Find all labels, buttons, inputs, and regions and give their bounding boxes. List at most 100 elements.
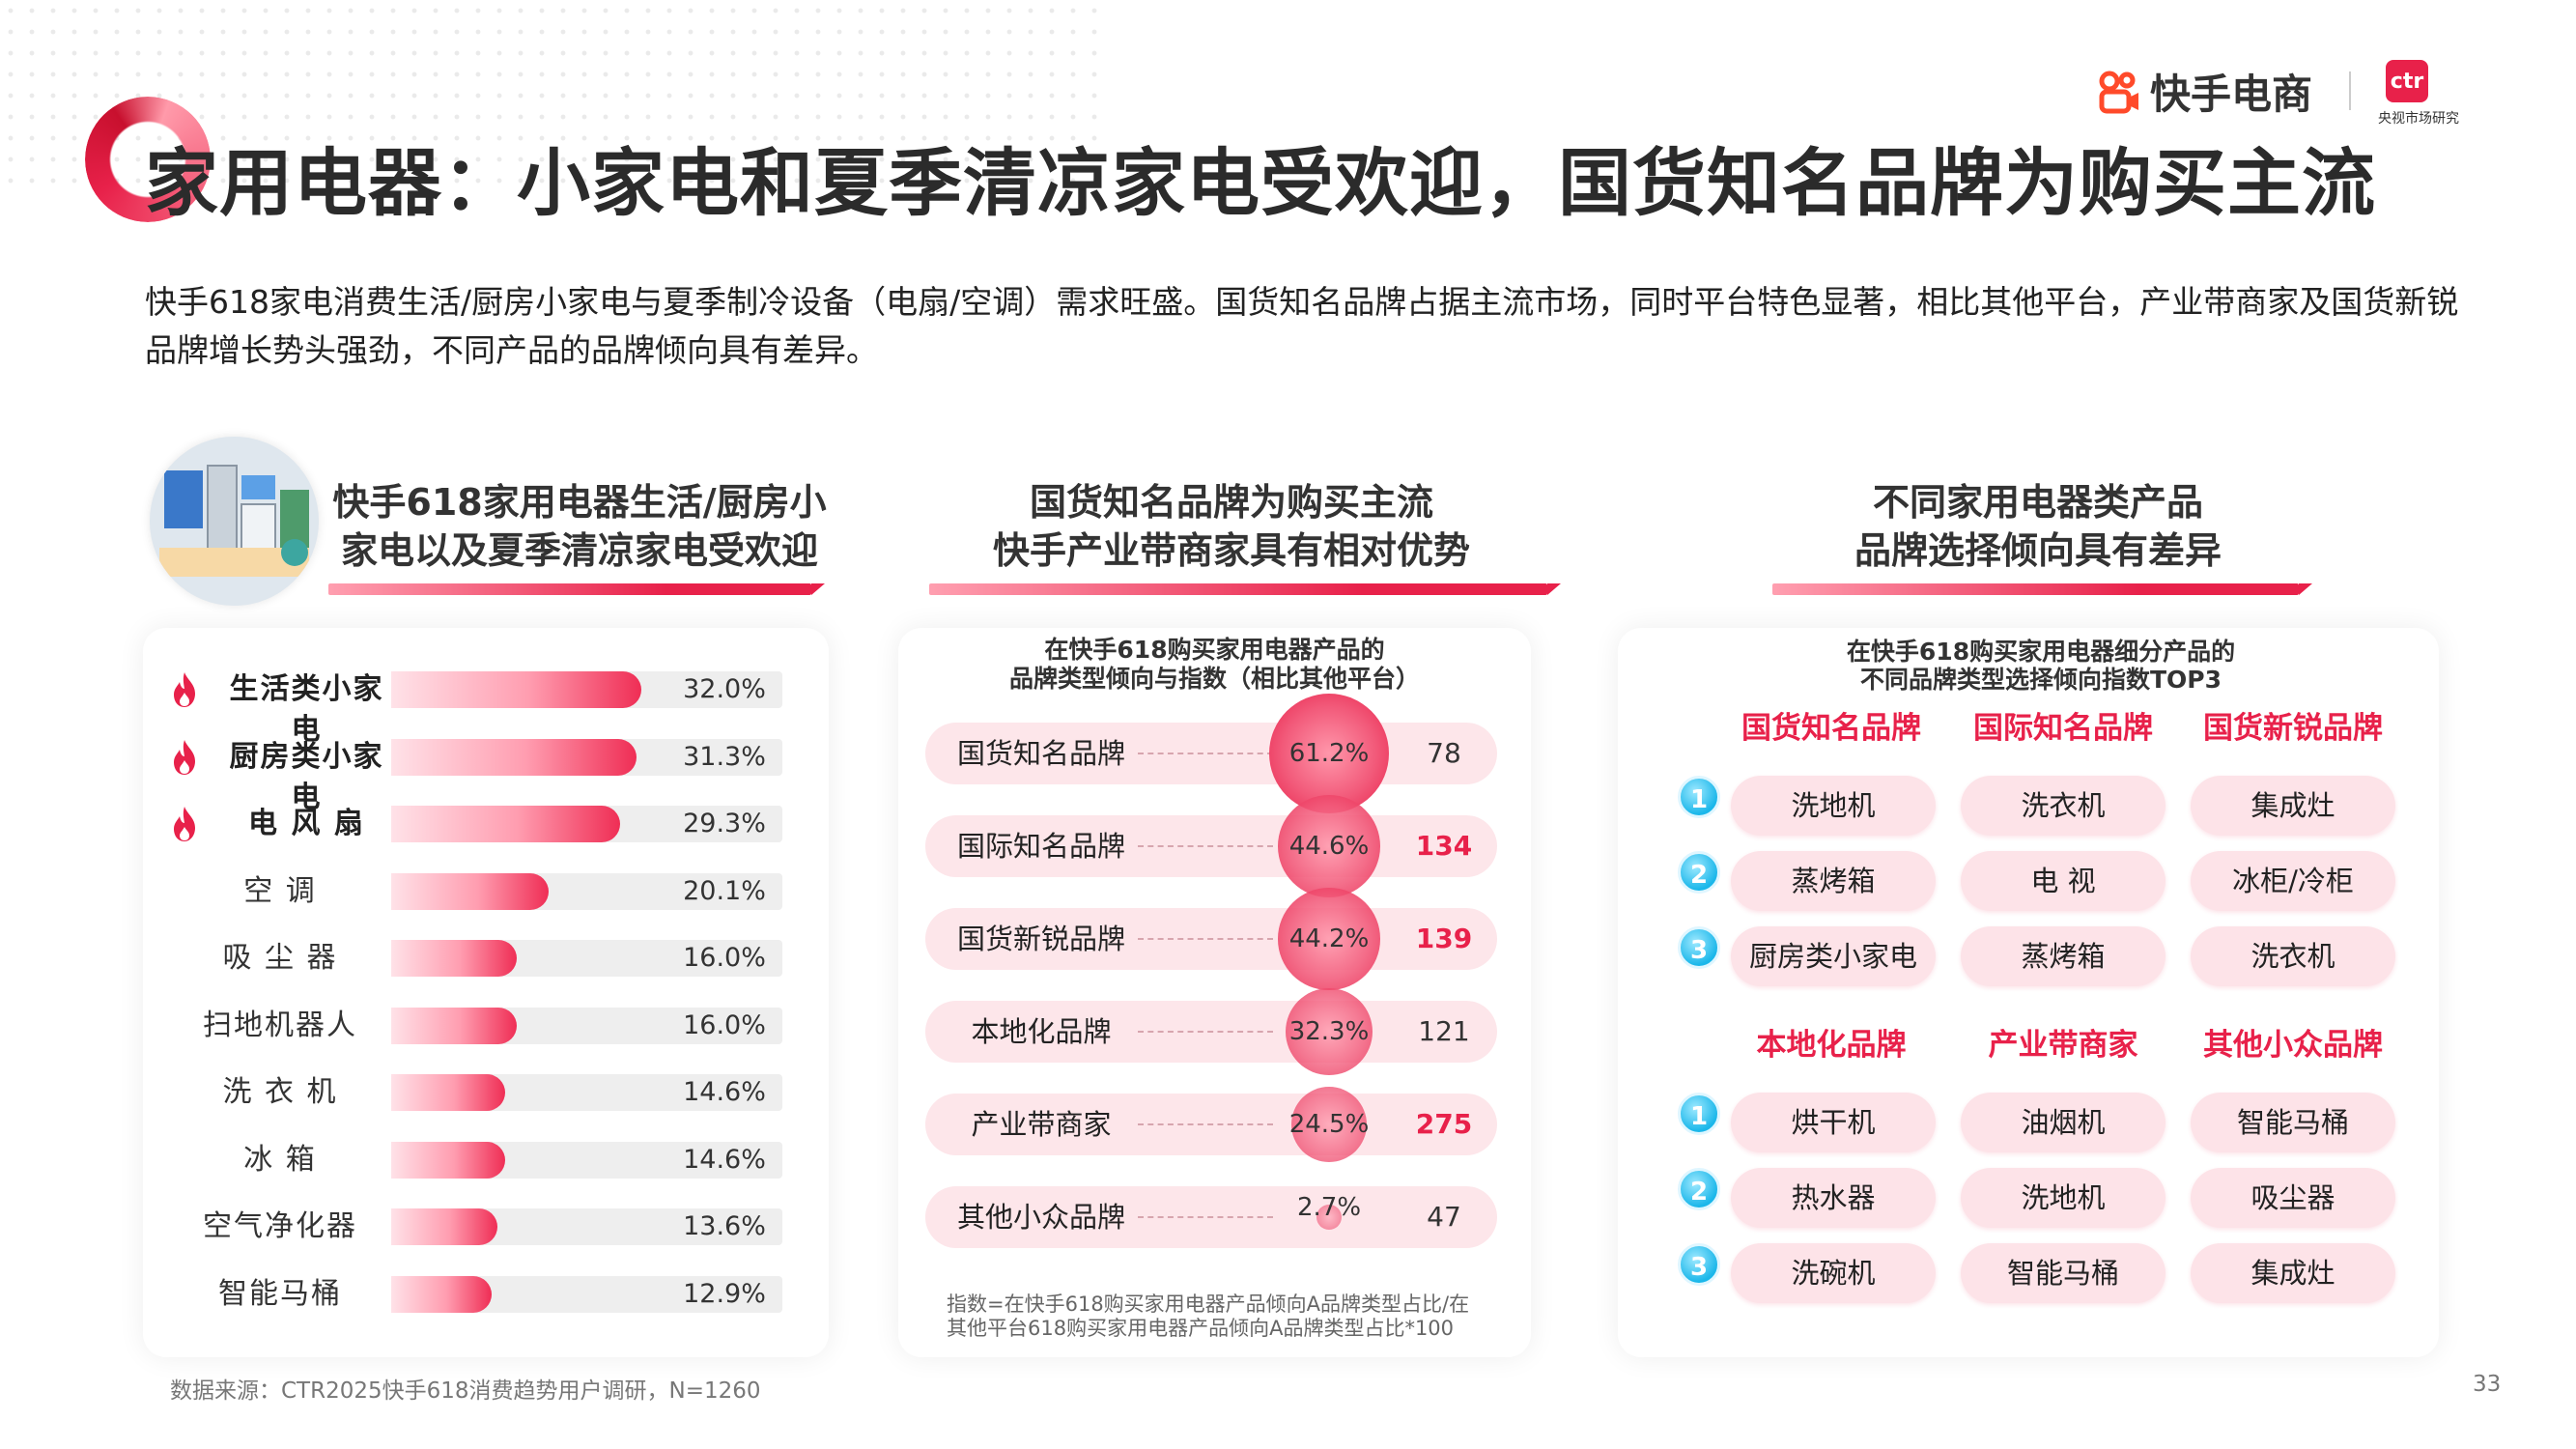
middle-caption: 在快手618购买家用电器产品的 品牌类型倾向与指数（相比其他平台） [898, 636, 1531, 694]
group2-cell: 热水器 [1731, 1168, 1936, 1228]
bar [391, 872, 549, 910]
bar-label: 智能马桶 [218, 1276, 342, 1311]
index-value-label: 78 [1427, 737, 1461, 769]
index-footnote: 指数=在快手618购买家用电器产品倾向A品牌类型占比/在其他平台618购买家用电… [947, 1293, 1470, 1340]
middle-heading: 国货知名品牌为购买主流 快手产业带商家具有相对优势 [898, 478, 1565, 575]
bar-value-label: 14.6% [683, 1077, 766, 1107]
bar-value-label: 29.3% [683, 809, 766, 838]
group1-cell: 电 视 [1961, 851, 2166, 911]
bar-label: 厨房类小家电 [229, 739, 384, 814]
bar-value-label: 14.6% [683, 1144, 766, 1175]
right-caption-line1: 在快手618购买家用电器细分产品的 [1846, 638, 2236, 666]
bar-value-label: 16.0% [683, 1009, 766, 1040]
kuaishou-logo-icon [2099, 71, 2138, 113]
bar-value-label: 32.0% [683, 674, 766, 704]
bar-label: 生活类小家电 [229, 672, 384, 747]
group2-header-2: 产业带商家 [1988, 1028, 2138, 1063]
share-value-label: 32.3% [1288, 1017, 1370, 1046]
group1-cell: 厨房类小家电 [1731, 926, 1936, 986]
bar-label: 空气净化器 [203, 1209, 357, 1243]
bar-value-label: 13.6% [683, 1211, 766, 1241]
brand-label: 其他小众品牌 [956, 1201, 1125, 1234]
bar [391, 1275, 493, 1313]
logo-divider [2349, 71, 2351, 110]
brand-row: 其他小众品牌 [925, 1186, 1497, 1248]
left-heading-line2: 家电以及夏季清凉家电受欢迎 [340, 529, 818, 572]
brand-row: 本地化品牌 [925, 1001, 1497, 1063]
right-heading-underline [1772, 583, 2312, 595]
brand-label: 本地化品牌 [971, 1015, 1112, 1048]
bar-label: 洗 衣 机 [222, 1075, 338, 1109]
share-value-label: 44.2% [1288, 924, 1370, 953]
bar-row: 洗 衣 机 14.6% [169, 1072, 787, 1113]
bar-row: 生活类小家电 32.0% [169, 669, 787, 747]
bar-value-label: 31.3% [683, 741, 766, 772]
ctr-logo-subtitle: 央视市场研究 [2378, 111, 2459, 127]
right-caption-line2: 不同品牌类型选择倾向指数TOP3 [1859, 666, 2222, 694]
bar [391, 1141, 506, 1179]
group1-cell: 蒸烤箱 [1731, 851, 1936, 911]
brand-label: 国际知名品牌 [956, 830, 1125, 863]
index-value-label: 121 [1418, 1015, 1470, 1047]
group1-header-3: 国货新锐品牌 [2203, 711, 2383, 746]
brand-label: 国货新锐品牌 [956, 923, 1125, 955]
middle-heading-underline [929, 583, 1561, 595]
middle-caption-line2: 品牌类型倾向与指数（相比其他平台） [1008, 665, 1420, 693]
group1-rank-badge-1: 1 [1678, 776, 1720, 818]
group2-header-3: 其他小众品牌 [2203, 1028, 2383, 1063]
bar [391, 1007, 517, 1044]
page-number: 33 [2473, 1372, 2502, 1397]
share-bubble [1290, 1086, 1368, 1163]
group2-cell: 智能马桶 [1961, 1243, 2166, 1303]
brand-label: 国货知名品牌 [956, 737, 1125, 770]
page-title: 家用电器：小家电和夏季清凉家电受欢迎，国货知名品牌为购买主流 [145, 140, 2376, 226]
brand-label: 产业带商家 [971, 1108, 1112, 1141]
group2-header-1: 本地化品牌 [1756, 1028, 1907, 1063]
share-value-label: 2.7% [1296, 1193, 1362, 1222]
bar-label: 冰 箱 [243, 1142, 317, 1177]
intro-text: 快手618家电消费生活/厨房小家电与夏季制冷设备（电扇/空调）需求旺盛。国货知名… [145, 283, 2459, 369]
brand-row: 产业带商家 [925, 1094, 1497, 1155]
bar [391, 671, 642, 708]
fire-icon [174, 739, 195, 775]
bar [391, 806, 621, 842]
index-value-label: 275 [1415, 1108, 1473, 1140]
share-bubble [1285, 987, 1373, 1076]
data-source: 数据来源：CTR2025快手618消费趋势用户调研，N=1260 [170, 1378, 761, 1404]
group1-header-2: 国际知名品牌 [1973, 711, 2153, 746]
bar-value-label: 16.0% [683, 943, 766, 973]
dashed-leader [1138, 938, 1273, 940]
bar [391, 940, 517, 977]
bar-row: 厨房类小家电 31.3% [169, 737, 787, 814]
left-heading-line1: 快手618家用电器生活/厨房小 [332, 481, 827, 524]
fire-icon [174, 672, 195, 707]
group2-cell: 吸尘器 [2191, 1168, 2395, 1228]
group1-cell: 集成灶 [2191, 776, 2395, 836]
kitchen-illustration [150, 437, 319, 606]
group1-cell: 洗衣机 [2191, 926, 2395, 986]
index-value-label: 139 [1415, 923, 1473, 954]
group2-rank-badge-2: 2 [1678, 1168, 1720, 1210]
middle-caption-line1: 在快手618购买家用电器产品的 [1044, 636, 1385, 664]
middle-heading-line2: 快手产业带商家具有相对优势 [992, 529, 1470, 572]
brand-row: 国货新锐品牌 [925, 908, 1497, 970]
fire-icon [174, 807, 195, 841]
kuaishou-logo-text: 快手电商 [2150, 71, 2313, 118]
group1-cell: 洗衣机 [1961, 776, 2166, 836]
group2-cell: 集成灶 [2191, 1243, 2395, 1303]
share-bubble [1278, 888, 1380, 990]
dashed-leader [1138, 1123, 1273, 1125]
middle-heading-line1: 国货知名品牌为购买主流 [1029, 481, 1433, 524]
right-heading-line1: 不同家用电器类产品 [1872, 481, 2203, 524]
share-bubble [1316, 1204, 1342, 1230]
group2-cell: 洗地机 [1961, 1168, 2166, 1228]
group2-cell: 油烟机 [1961, 1093, 2166, 1152]
left-heading-underline [328, 583, 825, 595]
bar [391, 738, 637, 776]
right-panel [1618, 628, 2439, 1357]
bar [391, 1208, 498, 1245]
bar-row: 扫地机器人 16.0% [169, 1006, 787, 1046]
left-heading: 快手618家用电器生活/厨房小 家电以及夏季清凉家电受欢迎 [319, 478, 840, 575]
dashed-leader [1138, 845, 1273, 847]
bar-row: 空气净化器 13.6% [169, 1207, 787, 1247]
